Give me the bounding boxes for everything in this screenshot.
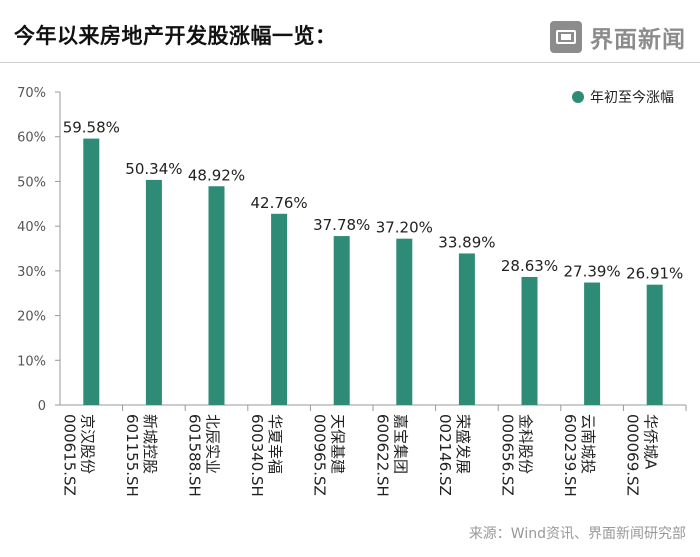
data-label: 28.63% [501,257,558,275]
data-label: 59.58% [63,119,120,137]
category-code: 000656.SZ [499,414,517,496]
category-name: 北辰实业 [204,414,222,474]
category-code: 600622.SH [373,414,391,497]
category-code: 600239.SH [561,414,579,497]
category-code: 000965.SZ [311,414,329,496]
category-name: 天保基建 [329,414,347,474]
y-tick-label: 40% [17,220,46,235]
header-divider [0,62,700,63]
category-code: 600340.SH [248,414,266,497]
category-name: 华夏幸福 [266,414,284,474]
bar [646,284,663,405]
category-label: 新城控股601155.SH [123,414,159,497]
source-note: 来源：Wind资讯、界面新闻研究部 [468,526,686,542]
category-label: 华夏幸福600340.SH [248,414,284,497]
category-name: 金科股份 [517,414,535,474]
category-name: 京汉股份 [78,414,96,474]
y-tick-label: 50% [17,175,46,190]
category-label-text: 天保基建000965.SZ [311,414,347,496]
category-code: 601588.SH [186,414,204,497]
category-code: 002146.SZ [436,414,454,496]
bar [584,282,601,405]
data-label: 33.89% [438,233,495,251]
category-label: 云南城投600239.SH [561,414,597,497]
data-label: 27.39% [563,263,620,281]
jiemian-logo-icon [550,21,582,53]
category-name: 荣盛发展 [454,414,472,474]
bar [396,238,413,405]
category-label-text: 京汉股份000615.SZ [60,414,96,496]
category-label-text: 云南城投600239.SH [561,414,597,497]
bar [333,236,350,405]
logo-text: 界面新闻 [590,27,686,53]
data-label: 37.20% [376,219,433,237]
category-label-text: 荣盛发展002146.SZ [436,414,472,496]
chart-title: 今年以来房地产开发股涨幅一览： [14,24,337,48]
category-label-text: 北辰实业601588.SH [186,414,222,497]
y-tick-label: 60% [17,131,46,146]
category-label: 荣盛发展002146.SZ [436,414,472,496]
bar [83,138,100,405]
bar [208,186,225,405]
category-label: 嘉宝集团600622.SH [373,414,409,497]
legend-label: 年初至今涨幅 [590,89,674,106]
y-tick-label: 10% [17,354,46,369]
category-name: 华侨城A [642,414,660,470]
data-label: 37.78% [313,216,370,234]
brand-logo: 界面新闻 [550,20,686,54]
y-tick-label: 70% [17,86,46,101]
category-label: 北辰实业601588.SH [186,414,222,497]
bar [458,253,475,405]
bar [145,179,162,405]
category-label-text: 嘉宝集团600622.SH [373,414,409,497]
y-tick-label: 30% [17,265,46,280]
category-label: 京汉股份000615.SZ [60,414,96,496]
category-name: 新城控股 [141,414,159,474]
data-label: 50.34% [125,160,182,178]
y-tick-label: 20% [17,310,46,325]
category-label-text: 华夏幸福600340.SH [248,414,284,497]
category-code: 000615.SZ [60,414,78,496]
category-label-text: 新城控股601155.SH [123,414,159,497]
category-label: 华侨城A000069.SZ [624,414,660,496]
category-label: 金科股份000656.SZ [499,414,535,496]
category-code: 000069.SZ [624,414,642,496]
category-label-text: 华侨城A000069.SZ [624,414,660,496]
category-name: 云南城投 [579,414,597,474]
y-tick-label: 0 [38,399,46,414]
data-label: 26.91% [626,265,683,283]
category-label: 天保基建000965.SZ [311,414,347,496]
data-label: 42.76% [250,194,307,212]
legend-marker [572,91,584,103]
category-name: 嘉宝集团 [391,414,409,474]
bar [271,213,288,405]
data-label: 48.92% [188,166,245,184]
category-label-text: 金科股份000656.SZ [499,414,535,496]
category-code: 601155.SH [123,414,141,497]
bar [521,276,538,405]
